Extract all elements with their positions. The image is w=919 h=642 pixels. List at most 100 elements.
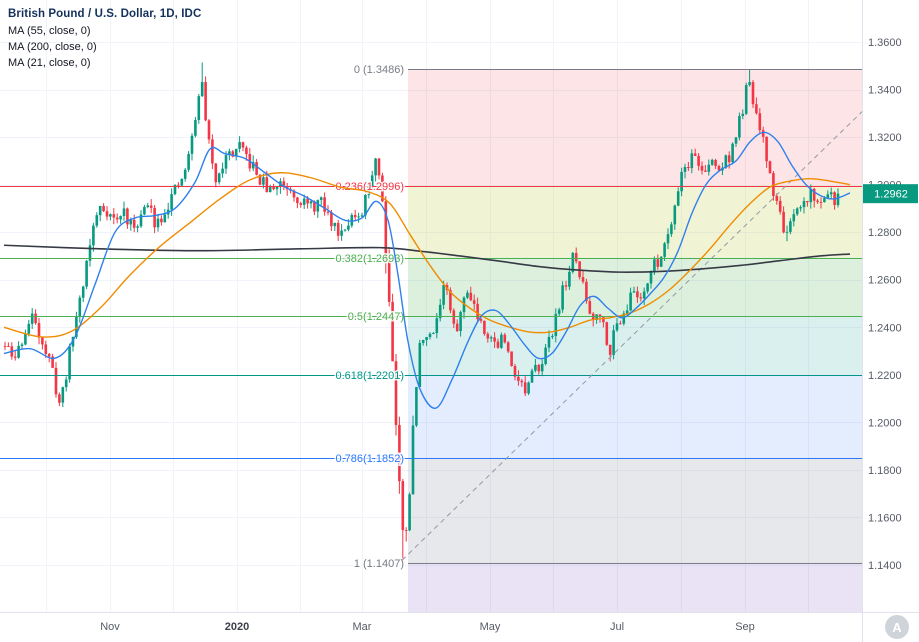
price-tick-label: 1.2600 bbox=[868, 275, 902, 287]
candle-body bbox=[795, 208, 799, 215]
candle-body bbox=[625, 310, 629, 314]
candle-body bbox=[639, 297, 643, 299]
candle-body bbox=[513, 366, 517, 377]
price-tick-label: 1.3600 bbox=[868, 37, 902, 49]
candle-body bbox=[149, 205, 153, 208]
candle-body bbox=[435, 318, 439, 334]
candle-body bbox=[217, 173, 221, 183]
candle-body bbox=[486, 333, 490, 339]
price-tick-label: 1.2400 bbox=[868, 322, 902, 334]
candle-body bbox=[809, 188, 813, 203]
time-tick-label: Mar bbox=[353, 621, 372, 633]
candle-body bbox=[258, 174, 262, 185]
ma-line-21[interactable] bbox=[3, 131, 851, 409]
candle-body bbox=[466, 292, 469, 298]
candle-body bbox=[758, 113, 762, 131]
candle-body bbox=[20, 344, 24, 346]
price-tick-label: 1.1600 bbox=[868, 512, 902, 524]
candle-body bbox=[85, 260, 88, 287]
candle-body bbox=[309, 201, 313, 204]
candle-body bbox=[109, 214, 112, 217]
candle-body bbox=[394, 361, 398, 426]
candle-body bbox=[442, 285, 445, 305]
fib-level-label: 0.786(1.1852) bbox=[336, 453, 405, 465]
candle-body bbox=[727, 155, 731, 163]
candle-body bbox=[58, 394, 61, 403]
candle-body bbox=[404, 530, 408, 531]
fib-level-label: 0 (1.3486) bbox=[354, 64, 404, 76]
price-tick-label: 1.1800 bbox=[868, 465, 902, 477]
price-tick-label: 1.2800 bbox=[868, 227, 902, 239]
candle-body bbox=[775, 195, 779, 201]
candle-body bbox=[799, 207, 802, 209]
candle-body bbox=[656, 259, 660, 267]
candle-body bbox=[636, 291, 639, 298]
candle-body bbox=[27, 323, 31, 334]
ma-line-55[interactable] bbox=[3, 172, 851, 338]
candle-body bbox=[683, 166, 687, 172]
candle-body bbox=[622, 313, 626, 324]
candle-body bbox=[262, 177, 265, 185]
candle-body bbox=[704, 170, 707, 172]
candle-body bbox=[306, 198, 309, 204]
candle-body bbox=[455, 323, 459, 332]
corner-a-button[interactable]: A bbox=[885, 615, 909, 639]
candle-body bbox=[819, 201, 823, 203]
candle-body bbox=[112, 214, 116, 218]
candle-body bbox=[7, 346, 10, 348]
candle-body bbox=[41, 337, 44, 345]
candle-body bbox=[670, 224, 673, 235]
candle-body bbox=[574, 252, 578, 262]
candle-body bbox=[214, 163, 218, 183]
candle-body bbox=[98, 205, 102, 216]
price-tick-label: 1.1400 bbox=[868, 560, 902, 572]
candle-body bbox=[731, 143, 734, 163]
fib-level-label: 0.618(1.2201) bbox=[336, 370, 405, 382]
candle-body bbox=[564, 285, 568, 287]
candle-body bbox=[119, 216, 122, 220]
candle-body bbox=[44, 344, 48, 354]
ma-line-200[interactable] bbox=[3, 244, 851, 273]
candle-body bbox=[251, 162, 255, 169]
price-tick-label: 1.2000 bbox=[868, 417, 902, 429]
candle-body bbox=[588, 301, 592, 314]
time-axis[interactable]: Nov 2020 Mar May Jul Sep bbox=[0, 612, 919, 634]
candle-body bbox=[360, 215, 364, 217]
candle-body bbox=[343, 229, 347, 231]
candle-body bbox=[126, 208, 129, 225]
candle-body bbox=[190, 135, 194, 154]
candle-body bbox=[234, 148, 238, 157]
candle-body bbox=[816, 200, 819, 202]
candle-body bbox=[75, 316, 78, 337]
price-axis[interactable]: 1.36001.34001.32001.30001.28001.26001.24… bbox=[862, 0, 919, 642]
fib-retracement-levels[interactable]: 0 (1.3486) 0.236(1.2996) 0.382(1.2693) 0.5(… bbox=[0, 63, 862, 572]
candle-body bbox=[391, 301, 394, 362]
candle-body bbox=[554, 313, 558, 336]
candle-body bbox=[717, 165, 721, 171]
candle-body bbox=[61, 387, 65, 403]
candle-body bbox=[160, 218, 163, 223]
price-tick-label: 1.3200 bbox=[868, 132, 902, 144]
candle-body bbox=[693, 153, 697, 156]
candle-body bbox=[602, 317, 605, 323]
candle-body bbox=[676, 191, 680, 206]
candle-body bbox=[653, 259, 656, 273]
candle-body bbox=[81, 286, 85, 298]
candle-body bbox=[245, 147, 248, 155]
candle-body bbox=[238, 142, 241, 149]
candle-body bbox=[836, 193, 840, 206]
candle-body bbox=[241, 142, 245, 148]
candle-body bbox=[738, 115, 741, 138]
candle-body bbox=[204, 82, 207, 121]
candle-body bbox=[595, 314, 598, 320]
candle-body bbox=[428, 333, 432, 338]
candle-body bbox=[581, 277, 585, 282]
candle-body bbox=[387, 261, 391, 302]
time-tick-label: Sep bbox=[735, 621, 755, 633]
candle-body bbox=[530, 370, 534, 383]
candle-body bbox=[333, 222, 337, 227]
last-price-badge bbox=[863, 184, 918, 204]
candle-body bbox=[438, 304, 442, 319]
